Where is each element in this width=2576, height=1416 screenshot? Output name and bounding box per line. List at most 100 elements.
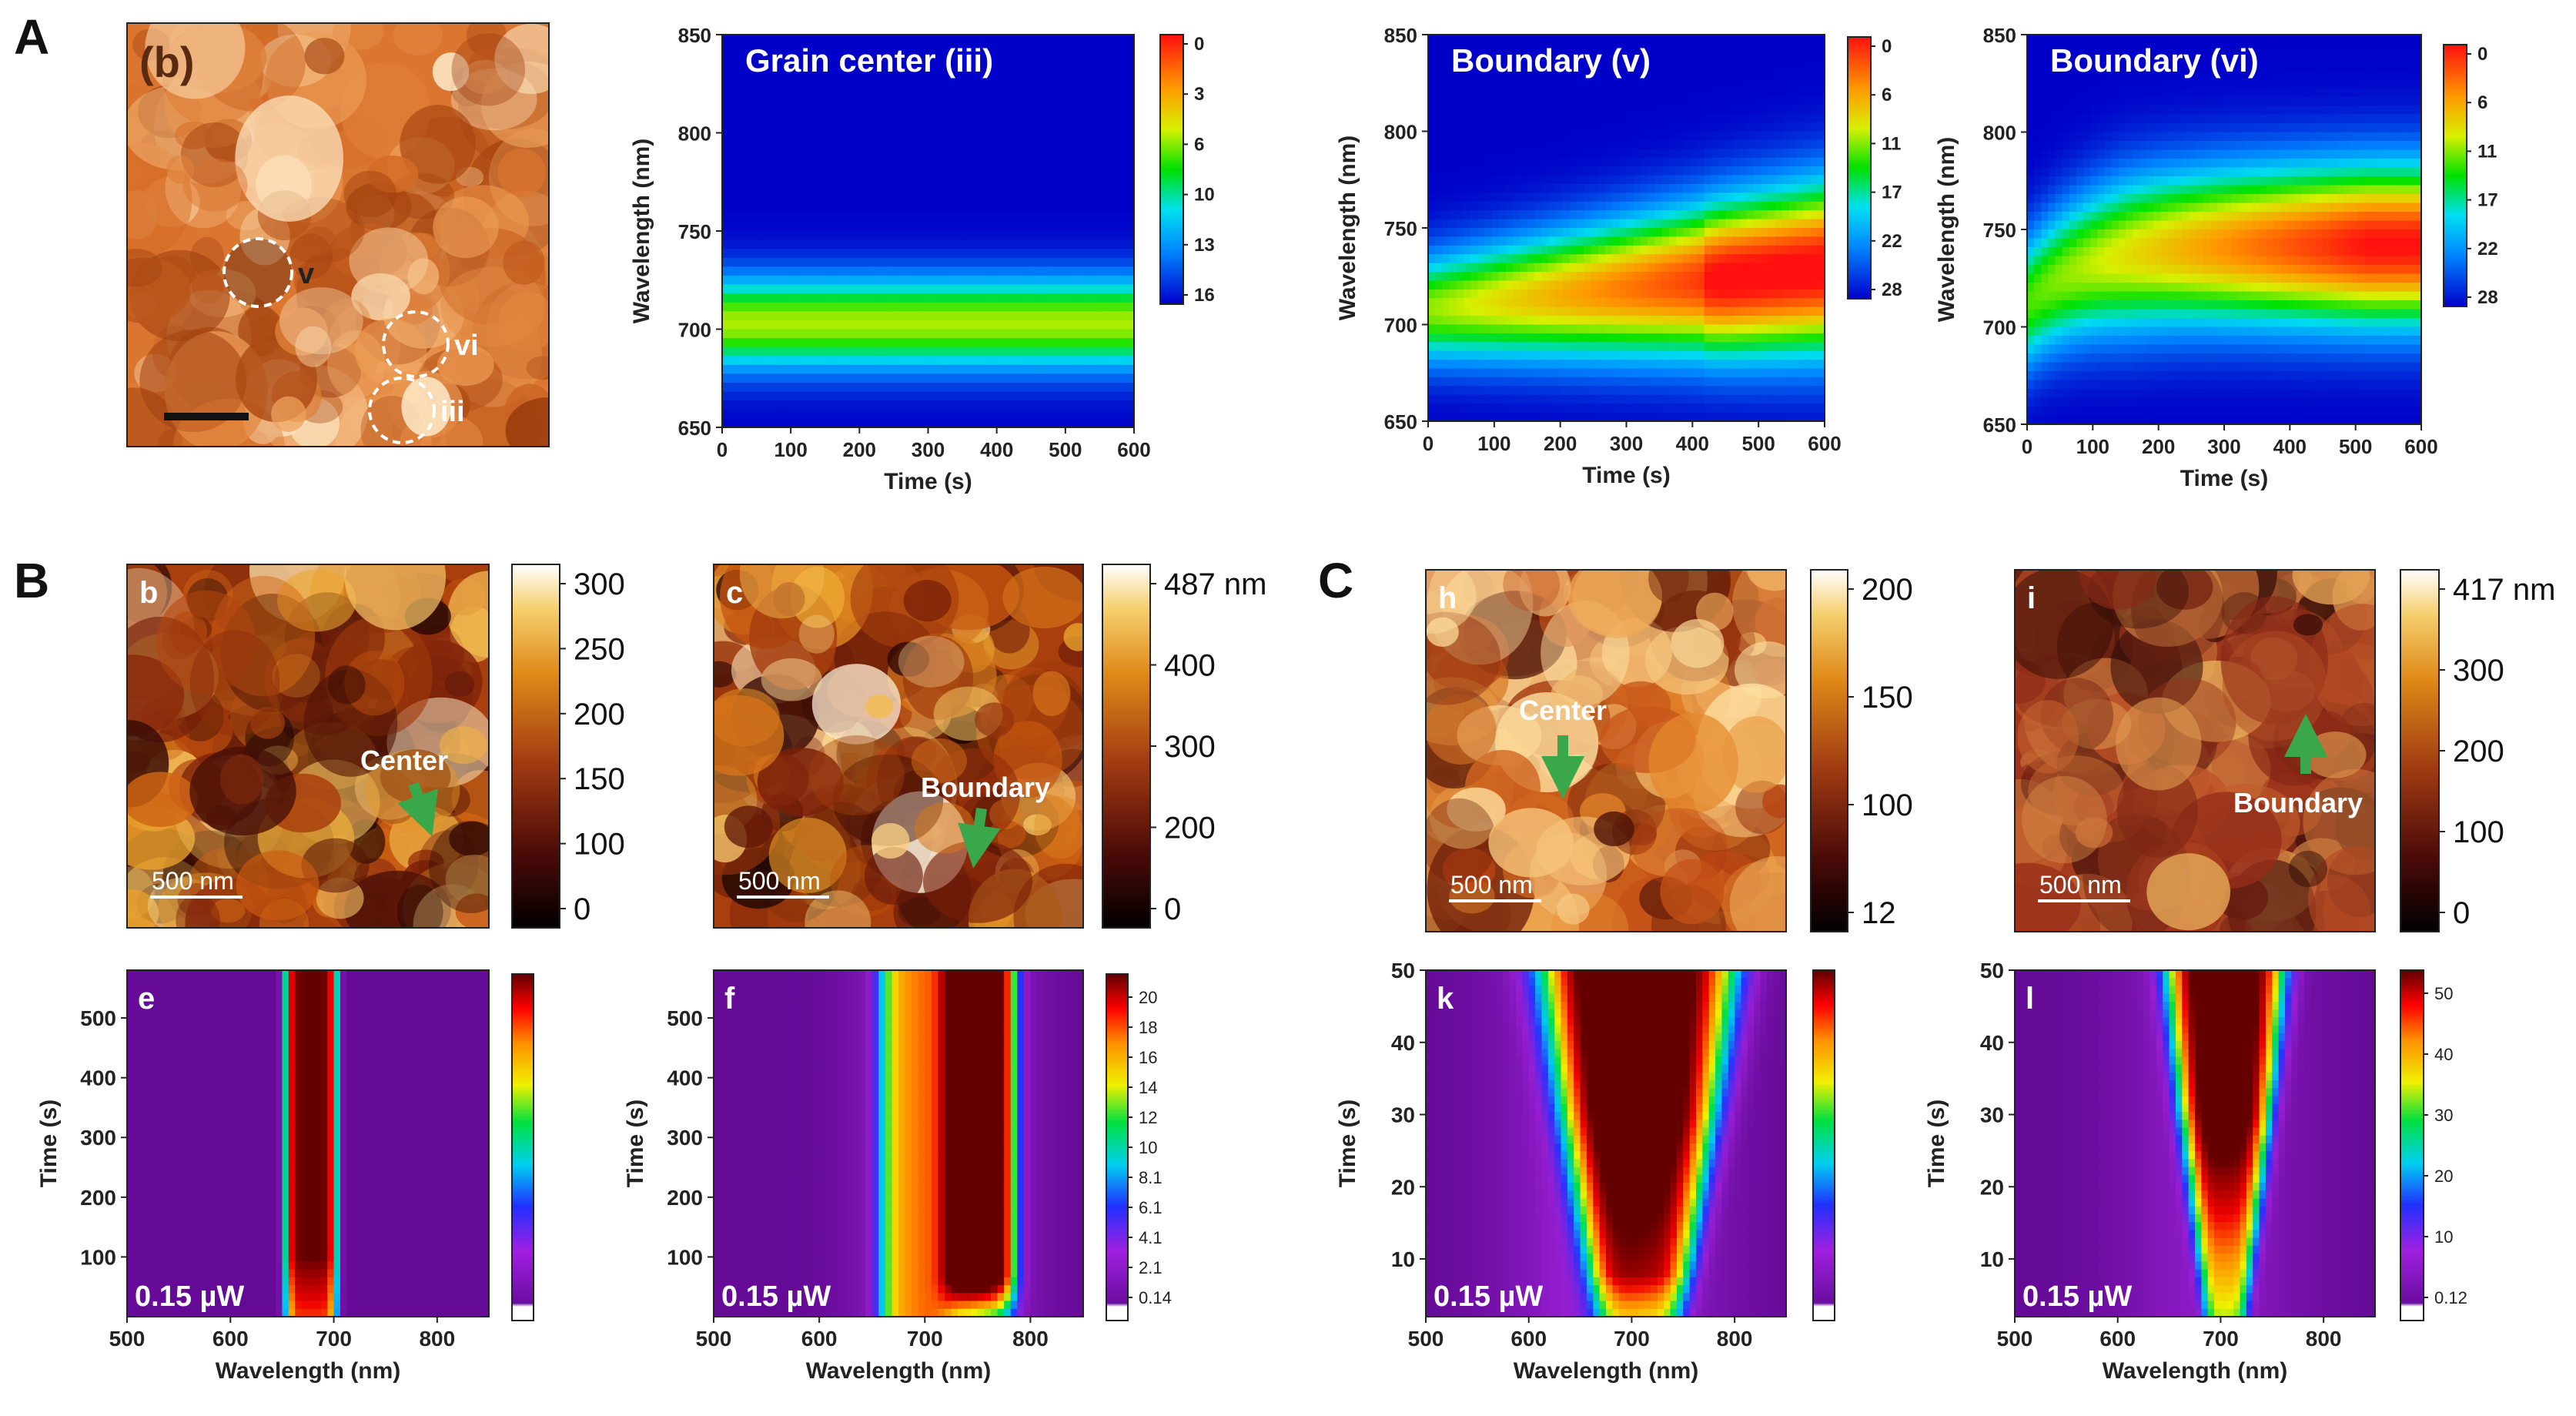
heatmap-cell	[1023, 159, 1032, 169]
heatmap-cell	[1089, 302, 1099, 313]
heatmap-cell	[935, 177, 944, 187]
heatmap-cell	[1640, 289, 1648, 300]
heatmap-cell	[1619, 263, 1628, 273]
heatmap-cell	[1527, 236, 1535, 246]
heatmap-cell	[737, 231, 745, 241]
heatmap-cell	[744, 115, 753, 125]
heatmap-cell	[950, 418, 958, 428]
heatmap-cell	[803, 391, 811, 402]
heatmap-cell	[1060, 293, 1069, 303]
afm-grain	[127, 257, 191, 323]
heatmap-cell	[1498, 201, 1507, 211]
heatmap-cell	[1577, 350, 1585, 360]
heatmap-cell	[1513, 236, 1521, 246]
heatmap-cell	[1604, 245, 1613, 256]
heatmap-cell	[869, 418, 878, 428]
heatmap-cell	[913, 391, 922, 402]
heatmap-cell	[1031, 391, 1039, 402]
heatmap-cell	[839, 400, 848, 410]
heatmap-cell	[1435, 149, 1444, 159]
heatmap-cell	[1470, 192, 1479, 203]
heatmap-cell	[972, 142, 981, 152]
heatmap-cell	[869, 79, 878, 89]
heatmap-cell	[1548, 316, 1557, 326]
heatmap-cell	[905, 222, 915, 232]
heatmap-cell	[972, 391, 981, 402]
heatmap-cell	[751, 257, 760, 268]
heatmap-cell	[1428, 298, 1436, 308]
heatmap-cell	[1428, 280, 1436, 290]
heatmap-cell	[1491, 192, 1500, 203]
heatmap-cell	[1068, 195, 1076, 206]
heatmap-cell	[1534, 149, 1542, 159]
heatmap-cell	[729, 409, 738, 420]
heatmap-cell	[1591, 324, 1599, 334]
heatmap-cell	[1470, 139, 1479, 150]
heatmap-cell	[773, 257, 782, 268]
heatmap-cell	[744, 338, 753, 348]
heatmap-cell	[1038, 373, 1047, 383]
heatmap-cell	[1654, 350, 1663, 360]
heatmap-cell	[1520, 201, 1528, 211]
heatmap-cell	[1052, 105, 1062, 116]
heatmap-cell	[1668, 368, 1677, 378]
heatmap-cell	[1569, 210, 1577, 220]
heatmap-cell	[957, 364, 966, 375]
heatmap-cell	[884, 159, 892, 169]
heatmap-cell	[1442, 412, 1450, 422]
heatmap-cell	[1068, 257, 1076, 268]
heatmap-cell	[920, 284, 929, 294]
heatmap-cell	[1428, 316, 1436, 326]
heatmap-cell	[1009, 320, 1017, 330]
heatmap-cell	[818, 409, 826, 420]
heatmap-cell	[1604, 122, 1613, 132]
heatmap-cell	[1470, 272, 1479, 282]
heatmap-cell	[1506, 263, 1514, 273]
heatmap-cell	[1052, 213, 1062, 223]
heatmap-cell	[1534, 183, 1542, 194]
heatmap-cell	[1648, 333, 1656, 343]
heatmap-cell	[773, 186, 782, 196]
heatmap-cell	[920, 266, 929, 276]
heatmap-cell	[884, 88, 892, 98]
heatmap-cell	[1612, 368, 1621, 378]
heatmap-cell	[839, 284, 848, 294]
heatmap-cell	[1428, 149, 1436, 159]
heatmap-cell	[1119, 284, 1128, 294]
heatmap-cell	[839, 311, 848, 321]
heatmap-cell	[1569, 131, 1577, 141]
heatmap-cell	[891, 302, 900, 313]
heatmap-cell	[1104, 356, 1113, 366]
heatmap-cell	[965, 302, 973, 313]
heatmap-cell	[994, 320, 1002, 330]
heatmap-cell	[1612, 298, 1621, 308]
heatmap-cell	[729, 391, 738, 402]
heatmap-cell	[795, 97, 804, 107]
heatmap-cell	[994, 373, 1002, 383]
heatmap-cell	[1668, 139, 1677, 150]
heatmap-cell	[1428, 192, 1436, 203]
heatmap-cell	[1428, 52, 1436, 62]
heatmap-cell	[1626, 254, 1634, 264]
heatmap-cell	[913, 364, 922, 375]
heatmap-cell	[1597, 210, 1606, 220]
heatmap-cell	[913, 249, 922, 259]
heatmap-cell	[979, 239, 988, 249]
heatmap-cell	[737, 168, 745, 179]
heatmap-cell	[1060, 150, 1069, 161]
heatmap-cell	[1640, 192, 1648, 203]
heatmap-cell	[1477, 324, 1486, 334]
heatmap-cell	[839, 115, 848, 125]
heatmap-cell	[1604, 403, 1613, 413]
heatmap-cell	[1555, 316, 1564, 326]
heatmap-cell	[803, 329, 811, 339]
heatmap-cell	[1435, 403, 1444, 413]
heatmap-cell	[1562, 122, 1571, 132]
heatmap-cell	[965, 356, 973, 366]
heatmap-cell	[965, 142, 973, 152]
heatmap-cell	[1449, 254, 1457, 264]
heatmap-cell	[972, 284, 981, 294]
heatmap-cell	[1633, 131, 1641, 141]
heatmap-cell	[1435, 289, 1444, 300]
heatmap-cell	[1584, 210, 1592, 220]
